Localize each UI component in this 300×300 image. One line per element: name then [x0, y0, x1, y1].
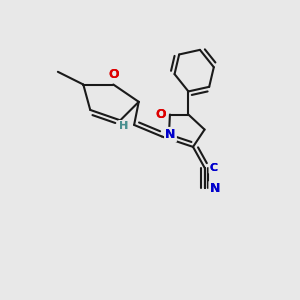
Text: O: O	[156, 108, 167, 121]
Text: C: C	[210, 163, 218, 173]
Text: N: N	[210, 182, 220, 195]
Text: H: H	[119, 121, 128, 131]
Text: C: C	[210, 163, 218, 173]
Text: N: N	[165, 128, 176, 141]
Text: O: O	[156, 108, 167, 121]
Text: H: H	[119, 121, 128, 131]
Text: N: N	[210, 182, 220, 195]
Text: C: C	[210, 163, 218, 173]
Text: O: O	[108, 68, 119, 81]
Text: N: N	[165, 128, 176, 141]
Text: O: O	[156, 108, 167, 121]
Text: O: O	[108, 68, 119, 81]
Text: N: N	[165, 128, 176, 141]
Text: H: H	[119, 121, 128, 131]
Text: N: N	[210, 182, 220, 195]
Text: O: O	[108, 68, 119, 81]
